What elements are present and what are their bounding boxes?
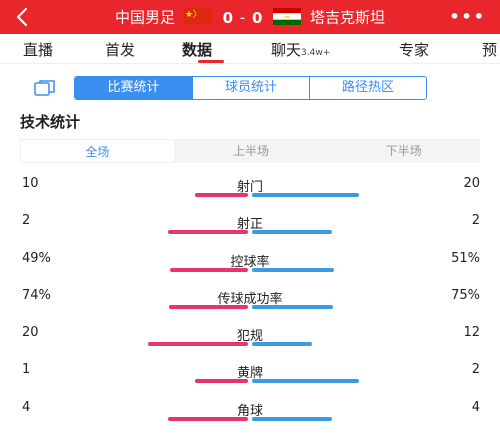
section-title: 技术统计: [20, 113, 81, 131]
home-stat-value: 20: [22, 325, 39, 340]
away-stat-value: 2: [471, 213, 480, 228]
tab-live[interactable]: 直播: [23, 41, 54, 59]
stat-label: 控球率: [230, 255, 270, 270]
away-stat-bar: [252, 379, 359, 383]
stat-row: 4 角球 4: [0, 400, 500, 430]
tab-chat[interactable]: 聊天3.4w+: [271, 41, 331, 59]
away-stat-bar: [252, 305, 333, 309]
away-stat-bar: [252, 342, 312, 346]
away-stat-value: 12: [463, 325, 480, 340]
away-stat-value: 4: [471, 400, 480, 415]
home-stat-value: 4: [22, 400, 31, 415]
tab-experts[interactable]: 专家: [399, 41, 430, 59]
home-stat-bar: [169, 305, 248, 309]
period-selector: 全场 上半场 下半场: [20, 139, 480, 163]
active-tab-indicator: [198, 60, 224, 63]
stats-type-selector: 比赛统计 球员统计 路径热区: [74, 76, 427, 100]
home-stat-value: 1: [22, 362, 31, 377]
away-stat-value: 51%: [451, 251, 480, 266]
away-stat-bar: [252, 193, 359, 197]
segment-heatmap[interactable]: 路径热区: [309, 77, 426, 99]
stat-label: 射门: [236, 180, 263, 195]
segment-player-stats[interactable]: 球员统计: [192, 77, 309, 99]
stat-label: 传球成功率: [217, 292, 283, 307]
home-stat-bar: [195, 193, 248, 197]
home-stat-bar: [195, 379, 248, 383]
away-stat-value: 2: [471, 362, 480, 377]
tajikistan-flag-icon: [273, 8, 302, 25]
tab-lineup[interactable]: 首发: [105, 41, 136, 59]
away-score: 0: [251, 8, 263, 27]
tab-stats[interactable]: 数据: [182, 41, 213, 59]
home-stat-value: 10: [22, 176, 39, 191]
tab-preview[interactable]: 预: [482, 41, 498, 59]
home-stat-bar: [168, 417, 248, 421]
stat-row: 10 射门 20: [0, 176, 500, 206]
period-full-match[interactable]: 全场: [20, 139, 175, 163]
china-flag-icon: [183, 8, 212, 25]
chat-count-badge: 3.4w+: [301, 48, 331, 58]
match-title: 中国男足 0 - 0 塔吉克斯坦: [0, 7, 500, 28]
away-team-name: 塔吉克斯坦: [309, 8, 385, 27]
away-stat-bar: [252, 417, 332, 421]
period-first-half[interactable]: 上半场: [233, 144, 270, 158]
chevron-left-icon[interactable]: [12, 6, 34, 28]
stat-row: 74% 传球成功率 75%: [0, 288, 500, 318]
stat-label: 角球: [236, 404, 263, 419]
stat-label: 犯规: [236, 329, 263, 344]
stat-row: 20 犯规 12: [0, 325, 500, 355]
away-stat-bar: [252, 268, 334, 272]
home-stat-bar: [168, 230, 248, 234]
segment-match-stats[interactable]: 比赛统计: [75, 77, 192, 99]
stat-row: 2 射正 2: [0, 213, 500, 243]
home-stat-value: 49%: [22, 251, 51, 266]
away-stat-bar: [252, 230, 332, 234]
stat-label: 黄牌: [236, 366, 263, 381]
more-options-icon[interactable]: •••: [449, 7, 486, 26]
score-separator: -: [239, 8, 246, 27]
stat-row: 49% 控球率 51%: [0, 251, 500, 281]
period-second-half[interactable]: 下半场: [385, 144, 422, 158]
home-stat-bar: [148, 342, 248, 346]
stat-row: 1 黄牌 2: [0, 362, 500, 392]
main-tabs: 直播 首发 数据 聊天3.4w+ 专家 预: [0, 34, 500, 64]
match-header: 中国男足 0 - 0 塔吉克斯坦 •••: [0, 0, 500, 34]
home-score: 0: [222, 8, 233, 27]
stat-label: 射正: [236, 217, 263, 232]
away-stat-value: 75%: [451, 288, 480, 303]
home-stat-value: 2: [22, 213, 31, 228]
away-stat-value: 20: [463, 176, 480, 191]
home-stat-value: 74%: [22, 288, 51, 303]
home-team-name: 中国男足: [114, 8, 175, 27]
home-stat-bar: [170, 268, 248, 272]
copy-icon[interactable]: [34, 79, 56, 101]
